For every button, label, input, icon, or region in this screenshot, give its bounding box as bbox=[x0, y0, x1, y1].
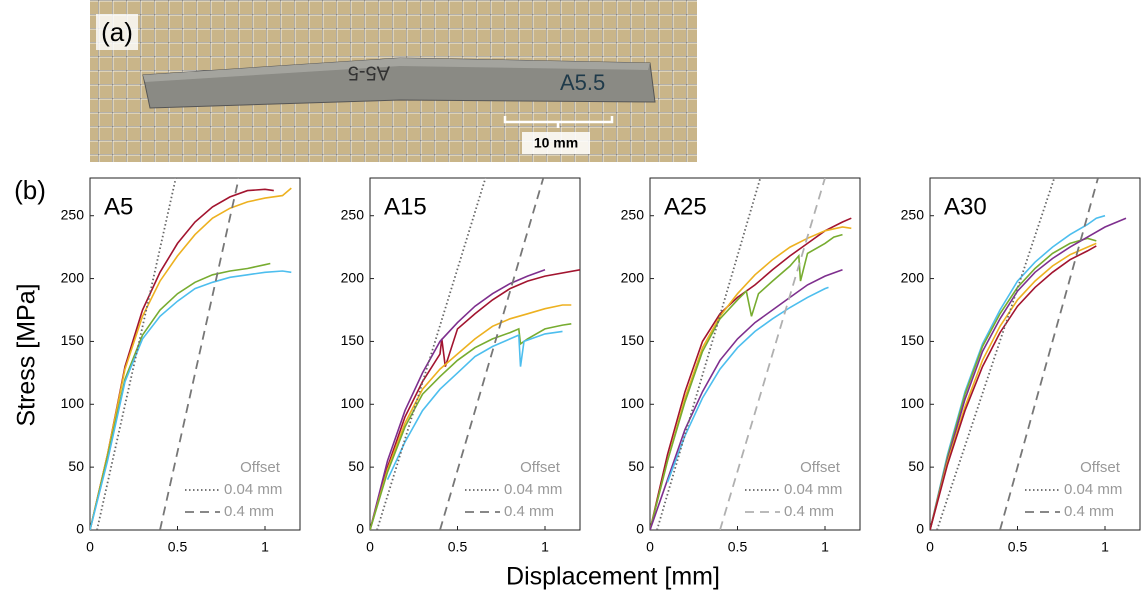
y-tick-label: 100 bbox=[341, 395, 365, 411]
y-tick-label: 100 bbox=[901, 395, 925, 411]
y-tick-label: 200 bbox=[621, 269, 645, 285]
data-line bbox=[650, 233, 843, 530]
x-tick-label: 0 bbox=[926, 539, 934, 555]
offset-line bbox=[159, 178, 240, 530]
y-tick-label: 50 bbox=[68, 458, 84, 474]
chart: 0 50 100 150 200 250 0 0.5 1 A25 Offset 0.04 mm 0.4 … bbox=[621, 177, 861, 555]
y-tick-label: 250 bbox=[61, 206, 85, 222]
y-tick-label: 100 bbox=[621, 395, 645, 411]
x-tick-label: 1 bbox=[821, 539, 829, 555]
specimen-top bbox=[143, 58, 650, 82]
panel-label: (a) bbox=[101, 17, 133, 47]
scale-bar bbox=[503, 116, 614, 128]
offset-line bbox=[96, 178, 177, 530]
y-tick-label: 200 bbox=[901, 269, 925, 285]
legend-title: Offset bbox=[800, 459, 841, 476]
data-line bbox=[90, 270, 292, 530]
specimen-label: A5.5 bbox=[560, 70, 605, 95]
legend-label: 0.04 mm bbox=[224, 481, 282, 498]
offset-line bbox=[719, 178, 826, 530]
chart-title: A25 bbox=[664, 193, 707, 220]
y-tick-label: 250 bbox=[341, 206, 365, 222]
y-tick-label: 150 bbox=[61, 332, 85, 348]
offset-line bbox=[936, 178, 1056, 530]
y-tick-label: 0 bbox=[356, 521, 364, 537]
panel-label: (b) bbox=[14, 175, 46, 205]
panel-label-box bbox=[96, 14, 138, 50]
offset-line bbox=[656, 178, 762, 530]
plot-area bbox=[929, 177, 1141, 531]
y-axis-label: Stress [MPa] bbox=[13, 283, 41, 426]
y-tick-label: 250 bbox=[621, 206, 645, 222]
x-tick-label: 0.5 bbox=[728, 539, 748, 555]
y-tick-label: 200 bbox=[61, 269, 85, 285]
y-tick-label: 50 bbox=[628, 458, 644, 474]
chart-title: A15 bbox=[384, 193, 427, 220]
plot-area bbox=[649, 177, 861, 531]
y-tick-label: 0 bbox=[636, 521, 644, 537]
legend-title: Offset bbox=[1080, 459, 1121, 476]
chart: 0 50 100 150 200 250 0 0.5 1 A15 Offset 0.04 mm 0.4 … bbox=[341, 177, 581, 555]
legend-label: 0.4 mm bbox=[504, 503, 554, 520]
x-tick-label: 1 bbox=[1101, 539, 1109, 555]
x-tick-label: 0.5 bbox=[448, 539, 468, 555]
y-tick-label: 50 bbox=[908, 458, 924, 474]
data-line bbox=[650, 226, 852, 530]
scale-bar-box bbox=[522, 132, 590, 154]
data-line bbox=[370, 304, 572, 530]
x-tick-label: 0 bbox=[366, 539, 374, 555]
legend-label: 0.04 mm bbox=[1064, 481, 1122, 498]
data-line bbox=[370, 269, 580, 530]
y-tick-label: 250 bbox=[901, 206, 925, 222]
data-line bbox=[930, 237, 1097, 530]
data-line bbox=[930, 245, 1097, 530]
offset-line bbox=[439, 178, 545, 530]
data-line bbox=[930, 242, 1097, 530]
y-tick-label: 200 bbox=[341, 269, 365, 285]
y-tick-label: 100 bbox=[61, 395, 85, 411]
photo: A5.5 A5-5 10 mm (a) bbox=[90, 0, 697, 162]
y-tick-label: 150 bbox=[901, 332, 925, 348]
legend-title: Offset bbox=[240, 459, 281, 476]
chart-title: A30 bbox=[944, 193, 987, 220]
x-tick-label: 1 bbox=[261, 539, 269, 555]
legend-title: Offset bbox=[520, 459, 561, 476]
chart: 0 50 100 150 200 250 0 0.5 1 A30 Offset 0.04 mm 0.4 … bbox=[901, 177, 1141, 555]
x-tick-label: 0.5 bbox=[168, 539, 188, 555]
y-tick-label: 0 bbox=[916, 521, 924, 537]
x-tick-label: 0 bbox=[86, 539, 94, 555]
legend-label: 0.04 mm bbox=[784, 481, 842, 498]
scale-bar-label: 10 mm bbox=[534, 135, 578, 151]
y-tick-label: 150 bbox=[341, 332, 365, 348]
chart-title: A5 bbox=[104, 193, 133, 220]
offset-line bbox=[376, 178, 487, 530]
chart: 0 50 100 150 200 250 0 0.5 1 A5 Offset 0.04 mm 0.4 m… bbox=[61, 177, 301, 555]
data-line bbox=[930, 217, 1127, 530]
data-line bbox=[370, 323, 572, 530]
legend-label: 0.4 mm bbox=[1064, 503, 1114, 520]
data-line bbox=[650, 269, 843, 530]
plot-area bbox=[89, 177, 301, 531]
y-tick-label: 50 bbox=[348, 458, 364, 474]
offset-line bbox=[999, 178, 1099, 530]
data-line bbox=[666, 286, 829, 483]
specimen-label-mirrored: A5-5 bbox=[348, 62, 390, 84]
data-line bbox=[90, 187, 292, 530]
legend-label: 0.04 mm bbox=[504, 481, 562, 498]
plot-area bbox=[369, 177, 581, 531]
y-tick-label: 150 bbox=[621, 332, 645, 348]
legend-label: 0.4 mm bbox=[224, 503, 274, 520]
x-tick-label: 0.5 bbox=[1008, 539, 1028, 555]
data-line bbox=[370, 269, 546, 530]
data-line bbox=[386, 330, 563, 481]
x-tick-label: 1 bbox=[541, 539, 549, 555]
legend-label: 0.4 mm bbox=[784, 503, 834, 520]
y-tick-label: 0 bbox=[76, 521, 84, 537]
x-axis-label: Displacement [mm] bbox=[506, 563, 720, 591]
x-tick-label: 0 bbox=[646, 539, 654, 555]
